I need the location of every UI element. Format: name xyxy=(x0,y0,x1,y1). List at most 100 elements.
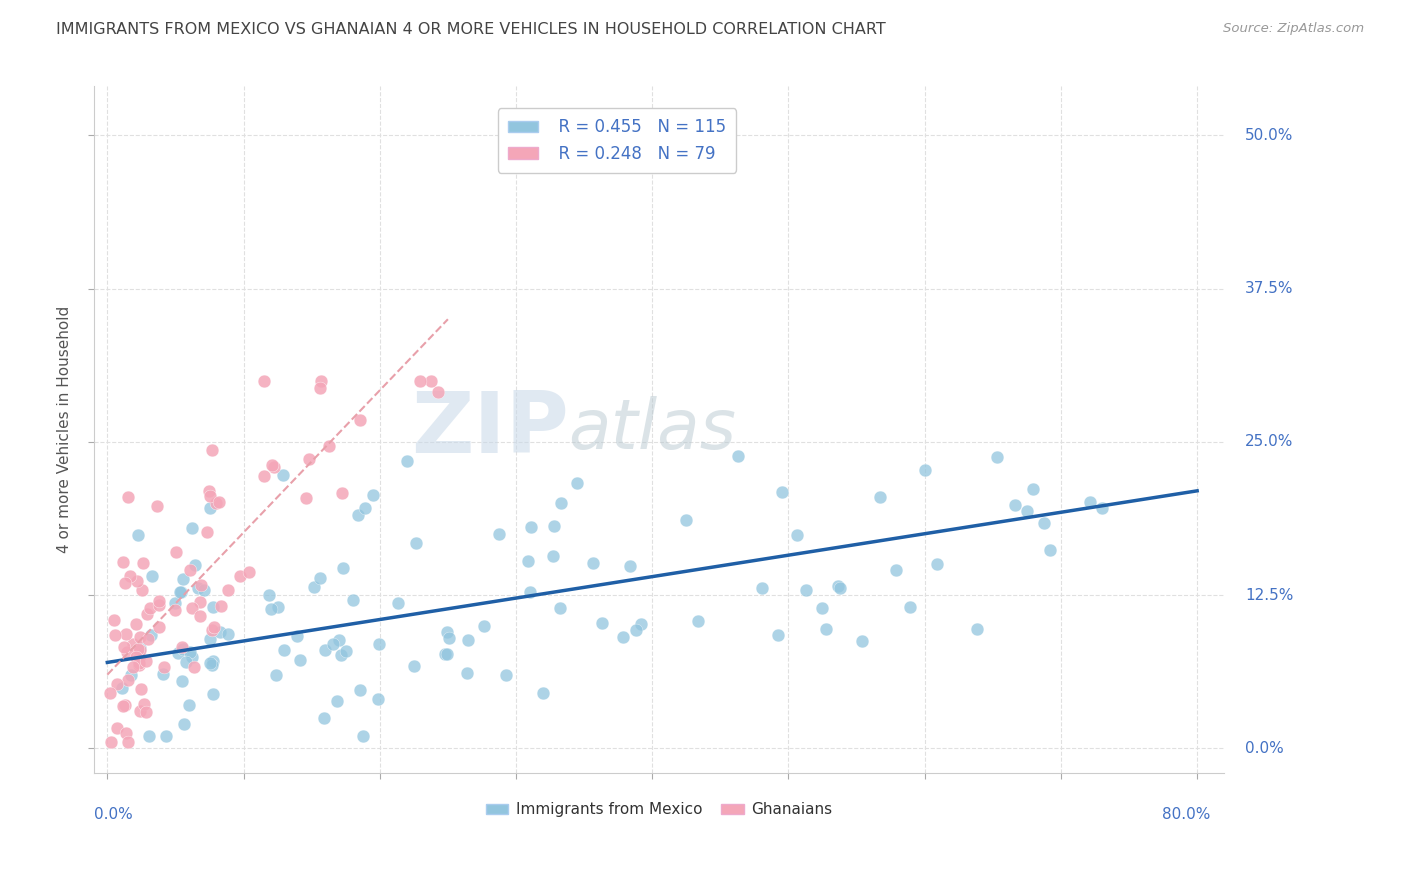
Point xyxy=(309,571,332,585)
Point xyxy=(148,619,170,633)
Point xyxy=(112,640,135,654)
Point xyxy=(727,449,749,463)
Point xyxy=(766,628,789,642)
Point xyxy=(205,496,228,510)
Point xyxy=(1017,504,1039,518)
Point xyxy=(125,574,148,588)
Point xyxy=(132,556,155,570)
Point xyxy=(869,491,891,505)
Point xyxy=(565,476,588,491)
Point xyxy=(259,588,281,602)
Point xyxy=(630,617,652,632)
Point xyxy=(827,579,849,593)
Point xyxy=(582,557,605,571)
Point xyxy=(302,580,325,594)
Point xyxy=(253,469,276,483)
Point xyxy=(966,622,988,636)
Point xyxy=(396,453,419,467)
Point xyxy=(132,697,155,711)
Point xyxy=(262,458,284,473)
Point xyxy=(335,643,357,657)
Point xyxy=(751,581,773,595)
Point xyxy=(128,528,150,542)
Point xyxy=(129,641,152,656)
Point xyxy=(436,625,458,640)
Point xyxy=(163,603,186,617)
Point xyxy=(326,694,349,708)
Point xyxy=(179,698,201,712)
Point xyxy=(815,622,838,636)
Point xyxy=(342,593,364,607)
Point xyxy=(541,549,564,563)
Point xyxy=(434,647,457,661)
Point xyxy=(100,735,122,749)
Point xyxy=(155,729,177,743)
Point xyxy=(188,595,211,609)
Point xyxy=(172,641,194,656)
Point xyxy=(811,601,834,615)
Point xyxy=(135,705,157,719)
Point xyxy=(120,668,142,682)
Y-axis label: 4 or more Vehicles in Household: 4 or more Vehicles in Household xyxy=(58,306,72,553)
Point xyxy=(361,488,384,502)
Point xyxy=(146,499,169,513)
Point xyxy=(187,581,209,595)
Point xyxy=(770,484,793,499)
Point xyxy=(139,628,162,642)
Point xyxy=(405,536,427,550)
Point xyxy=(103,613,125,627)
Point xyxy=(128,658,150,673)
Point xyxy=(117,673,139,688)
Point xyxy=(349,413,371,427)
Point xyxy=(1022,482,1045,496)
Point xyxy=(828,581,851,595)
Point xyxy=(193,583,215,598)
Point xyxy=(488,527,510,541)
Point xyxy=(138,632,160,647)
Point xyxy=(172,674,194,689)
Point xyxy=(309,374,332,388)
Point xyxy=(105,721,128,735)
Point xyxy=(266,599,288,614)
Point xyxy=(138,729,160,743)
Point xyxy=(322,637,344,651)
Point xyxy=(121,660,143,674)
Point xyxy=(125,616,148,631)
Point xyxy=(519,585,541,599)
Point xyxy=(173,716,195,731)
Point xyxy=(198,483,221,498)
Text: Source: ZipAtlas.com: Source: ZipAtlas.com xyxy=(1223,22,1364,36)
Point xyxy=(128,656,150,670)
Point xyxy=(111,681,134,695)
Point xyxy=(198,632,221,647)
Point xyxy=(184,558,207,573)
Point xyxy=(612,630,634,644)
Point xyxy=(436,647,458,661)
Point xyxy=(550,496,572,510)
Text: 0.0%: 0.0% xyxy=(1244,740,1284,756)
Legend: Immigrants from Mexico, Ghanaians: Immigrants from Mexico, Ghanaians xyxy=(479,797,839,823)
Text: 37.5%: 37.5% xyxy=(1244,281,1294,296)
Point xyxy=(148,594,170,608)
Point xyxy=(114,576,136,591)
Point xyxy=(141,569,163,583)
Point xyxy=(260,602,283,616)
Point xyxy=(131,681,153,696)
Point xyxy=(420,374,443,388)
Point xyxy=(273,643,295,657)
Text: ZIP: ZIP xyxy=(411,388,568,471)
Point xyxy=(318,439,340,453)
Point xyxy=(128,651,150,665)
Point xyxy=(179,563,201,577)
Point xyxy=(686,614,709,628)
Point xyxy=(131,582,153,597)
Point xyxy=(201,654,224,668)
Point xyxy=(135,654,157,668)
Point xyxy=(352,729,374,743)
Point xyxy=(332,561,354,575)
Point xyxy=(675,513,697,527)
Point xyxy=(298,451,321,466)
Point xyxy=(195,524,218,539)
Point xyxy=(153,660,176,674)
Point xyxy=(884,563,907,577)
